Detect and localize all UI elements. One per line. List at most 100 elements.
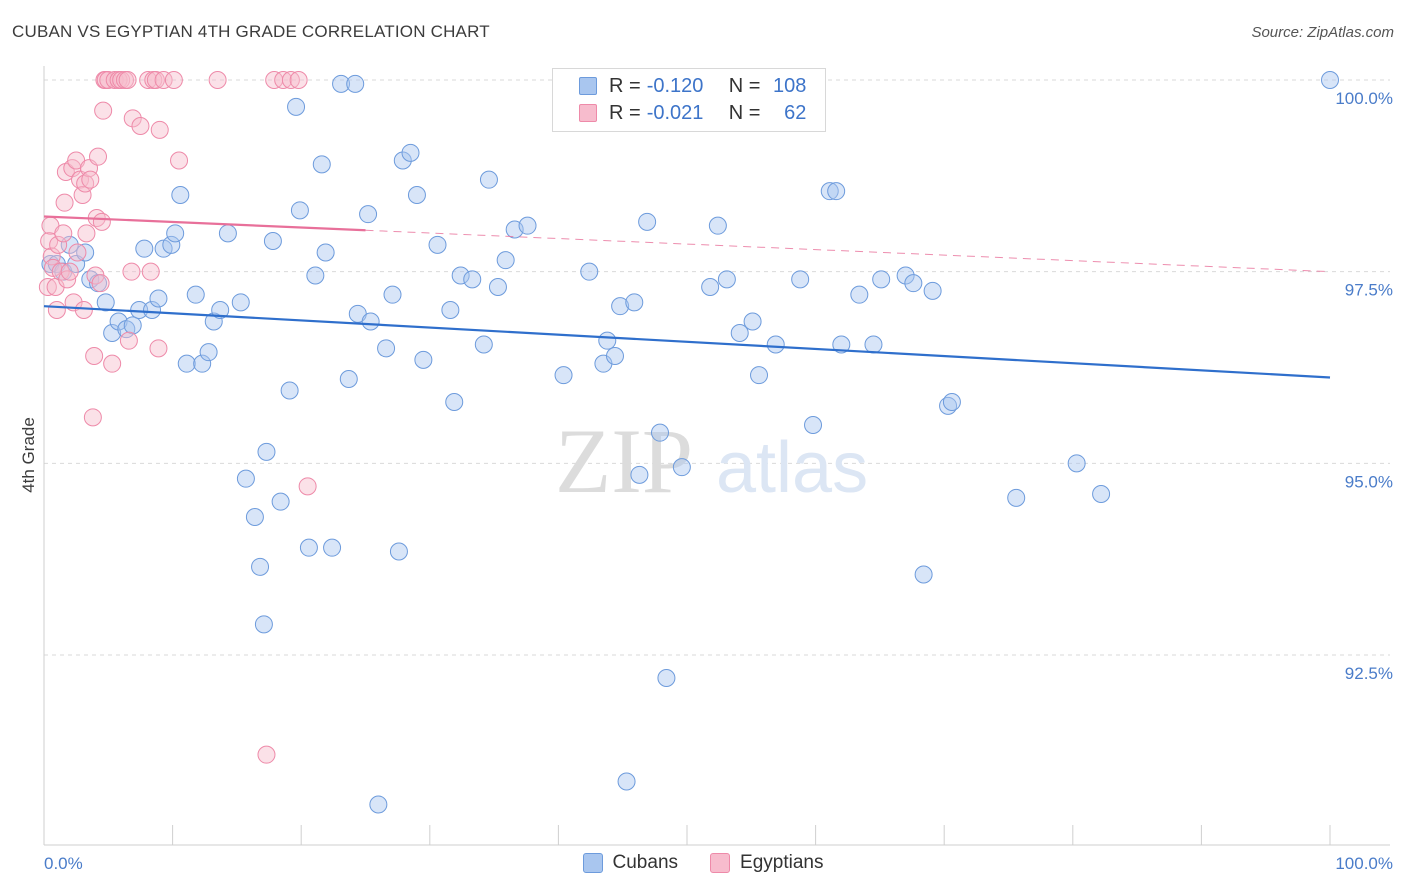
point-egyptians bbox=[55, 193, 74, 212]
point-cubans bbox=[263, 232, 282, 250]
point-cubans bbox=[171, 186, 190, 204]
point-cubans bbox=[605, 347, 624, 365]
point-cubans bbox=[377, 339, 396, 358]
point-cubans bbox=[109, 312, 128, 331]
point-egyptians bbox=[68, 243, 87, 262]
point-cubans bbox=[598, 331, 617, 350]
point-cubans bbox=[827, 182, 846, 201]
point-cubans bbox=[186, 285, 205, 304]
legend-r-value: -0.021 bbox=[646, 101, 704, 124]
point-cubans bbox=[1067, 454, 1086, 473]
series-legend: Cubans Egyptians bbox=[0, 852, 1406, 874]
chart-source: Source: ZipAtlas.com bbox=[1251, 24, 1394, 41]
point-cubans bbox=[162, 235, 181, 254]
point-cubans bbox=[617, 772, 636, 791]
point-cubans bbox=[479, 170, 498, 189]
point-cubans bbox=[743, 312, 762, 331]
point-egyptians bbox=[38, 278, 57, 296]
tick-labels: 100.0% 97.5% 95.0% 92.5% 0.0% 100.0% bbox=[44, 89, 1393, 873]
point-cubans bbox=[407, 186, 426, 204]
point-egyptians bbox=[73, 186, 92, 204]
point-cubans bbox=[393, 151, 412, 170]
point-egyptians bbox=[40, 232, 59, 250]
legend-item-egyptians[interactable]: Egyptians bbox=[710, 852, 823, 874]
point-egyptians bbox=[119, 331, 138, 350]
point-cubans bbox=[323, 538, 342, 557]
legend-r-label: R = bbox=[609, 74, 641, 97]
legend-swatch-egyptians bbox=[579, 104, 597, 122]
legend-swatch-egyptians bbox=[710, 853, 731, 873]
gridlines bbox=[44, 79, 1390, 656]
point-cubans bbox=[361, 312, 380, 331]
point-cubans bbox=[96, 293, 115, 312]
point-cubans bbox=[401, 143, 420, 162]
y-tick-label: 95.0% bbox=[1345, 472, 1393, 491]
point-cubans bbox=[923, 281, 942, 300]
point-cubans bbox=[290, 201, 309, 220]
point-egyptians bbox=[170, 151, 189, 170]
y-tick-label: 92.5% bbox=[1345, 664, 1393, 683]
point-cubans bbox=[166, 224, 185, 243]
point-egyptians bbox=[141, 262, 160, 281]
point-cubans bbox=[103, 324, 122, 342]
point-cubans bbox=[199, 343, 218, 362]
point-egyptians bbox=[51, 262, 70, 281]
point-egyptians bbox=[92, 212, 111, 231]
point-cubans bbox=[359, 205, 378, 224]
point-egyptians bbox=[289, 71, 308, 89]
point-cubans bbox=[766, 335, 785, 354]
point-egyptians bbox=[146, 71, 165, 89]
x-tick-label-left: 0.0% bbox=[44, 854, 83, 873]
y-axis-label: 4th Grade bbox=[19, 417, 38, 493]
point-egyptians bbox=[91, 274, 110, 293]
legend-n-value: 62 bbox=[784, 101, 807, 124]
point-egyptians bbox=[89, 147, 108, 166]
point-cubans bbox=[76, 243, 95, 262]
point-egyptians bbox=[150, 120, 169, 139]
point-cubans bbox=[625, 293, 644, 312]
point-cubans bbox=[657, 669, 676, 687]
axes bbox=[43, 66, 1390, 846]
point-cubans bbox=[236, 469, 255, 488]
point-cubans bbox=[904, 274, 923, 293]
point-cubans bbox=[251, 557, 270, 576]
point-cubans bbox=[872, 270, 891, 289]
point-cubans bbox=[445, 393, 464, 411]
legend-item-cubans[interactable]: Cubans bbox=[582, 852, 678, 874]
point-cubans bbox=[750, 366, 769, 385]
point-cubans bbox=[271, 492, 290, 511]
data-points bbox=[38, 71, 1339, 814]
legend-row-cubans: R = -0.120 N = 108 bbox=[553, 73, 806, 99]
point-cubans bbox=[850, 285, 869, 304]
x-tick-label-right: 100.0% bbox=[1335, 854, 1393, 873]
legend-n-label: N = bbox=[728, 101, 761, 124]
stats-legend: R = -0.120 N = 108 R = -0.021 N = 62 bbox=[552, 68, 826, 132]
point-cubans bbox=[389, 542, 408, 561]
point-egyptians bbox=[81, 170, 100, 189]
point-cubans bbox=[177, 354, 196, 373]
point-egyptians bbox=[47, 301, 66, 319]
point-cubans bbox=[280, 381, 299, 400]
point-egyptians bbox=[42, 247, 61, 266]
point-egyptians bbox=[139, 71, 158, 89]
point-egyptians bbox=[281, 71, 300, 89]
point-cubans bbox=[193, 354, 212, 373]
y-tick-label: 100.0% bbox=[1335, 89, 1393, 108]
point-egyptians bbox=[149, 339, 168, 358]
watermark: ZIP atlas bbox=[555, 410, 868, 512]
point-egyptians bbox=[154, 71, 173, 89]
point-egyptians bbox=[85, 347, 104, 365]
point-cubans bbox=[630, 465, 649, 484]
point-cubans bbox=[316, 243, 335, 262]
y-tick-label: 97.5% bbox=[1345, 281, 1393, 300]
point-cubans bbox=[864, 335, 883, 354]
point-cubans bbox=[701, 278, 720, 296]
point-cubans bbox=[123, 316, 142, 335]
point-cubans bbox=[383, 285, 402, 304]
watermark-zip: ZIP bbox=[555, 410, 693, 512]
legend-swatch-cubans bbox=[579, 77, 597, 95]
point-egyptians bbox=[208, 71, 227, 89]
trend-line-egyptians bbox=[43, 215, 366, 232]
point-cubans bbox=[942, 393, 961, 411]
